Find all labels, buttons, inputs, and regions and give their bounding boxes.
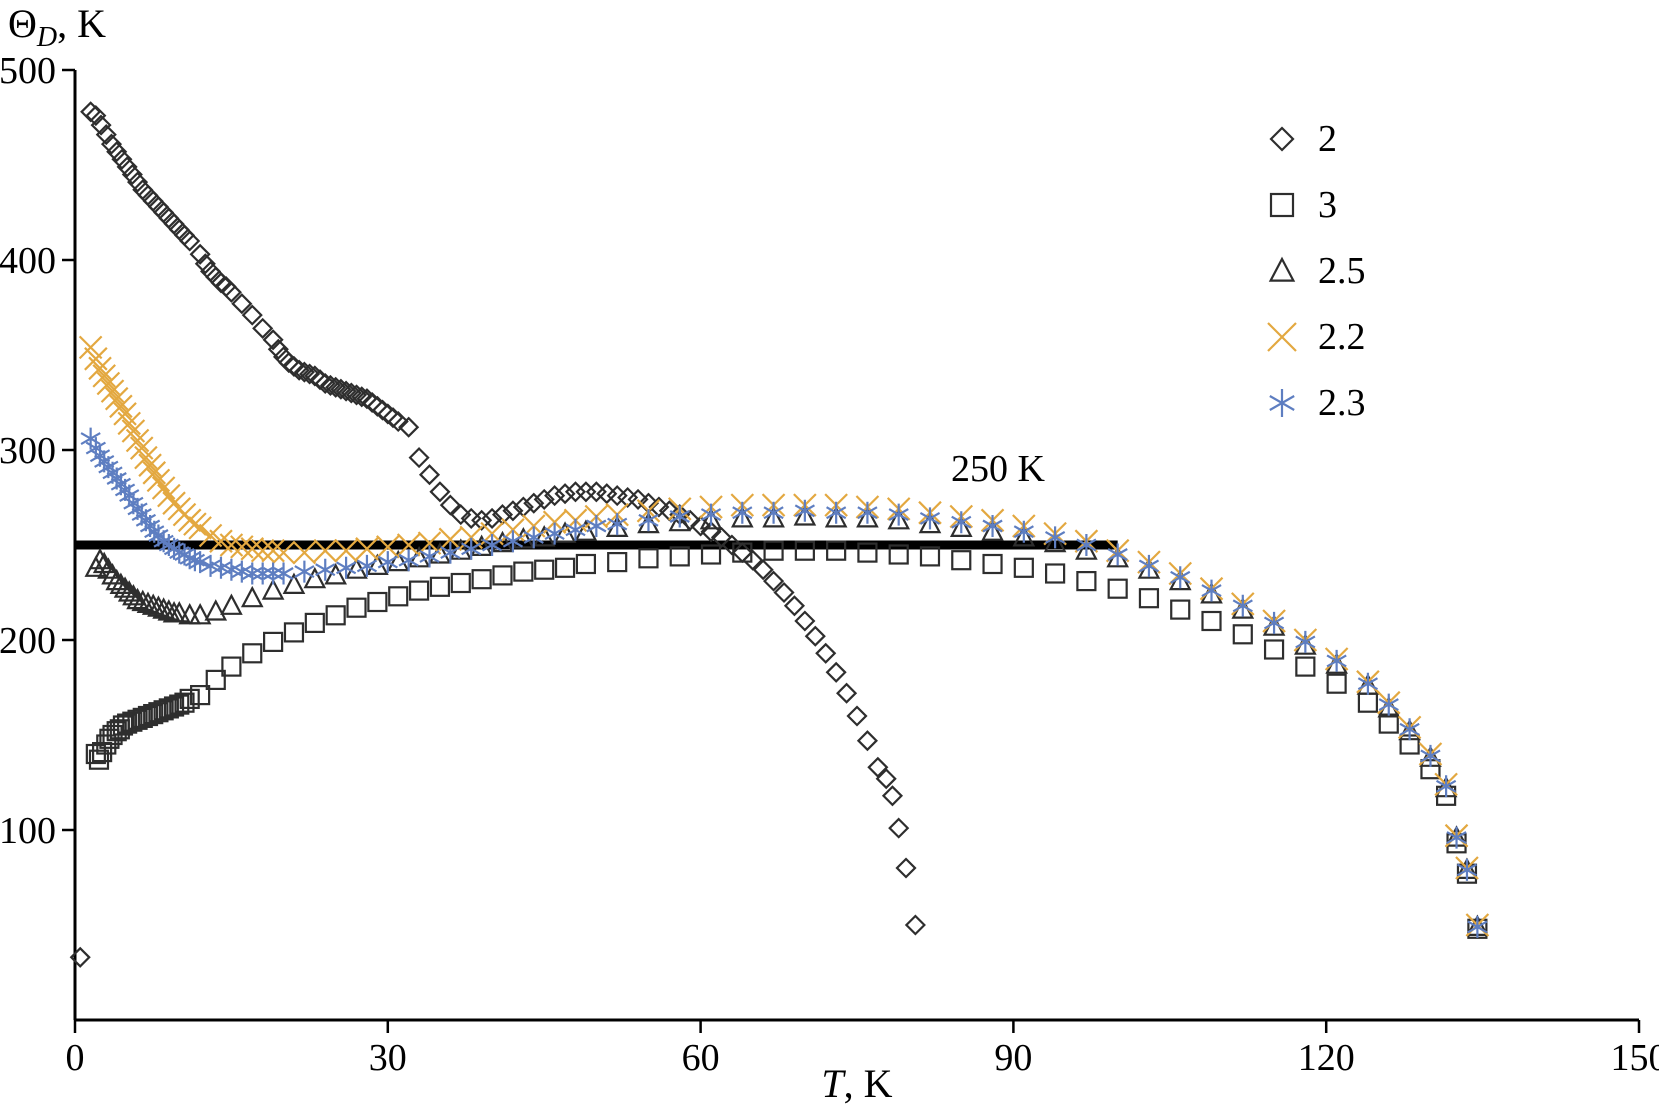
legend: 2 3 2.5 2.2 2.3 xyxy=(1262,106,1366,436)
y-axis-unit: , K xyxy=(57,1,107,46)
asterisk-marker-icon xyxy=(1269,389,1295,417)
square-marker-icon xyxy=(1269,192,1295,218)
series-2.5 xyxy=(84,504,1489,936)
legend-label: 3 xyxy=(1318,184,1337,226)
x-axis-symbol: T xyxy=(821,1061,844,1106)
legend-item-2_3: 2.3 xyxy=(1262,370,1366,436)
legend-label: 2.3 xyxy=(1318,382,1366,424)
legend-label: 2.5 xyxy=(1318,250,1366,292)
x-tick-label: 0 xyxy=(66,1037,85,1079)
y-tick-label: 100 xyxy=(0,810,56,852)
series-3 xyxy=(85,540,1488,939)
y-axis-title: ΘD, K xyxy=(8,2,106,54)
legend-label: 2 xyxy=(1318,118,1337,160)
legend-item-2: 2 xyxy=(1262,106,1366,172)
x-axis-unit: , K xyxy=(843,1061,893,1106)
legend-item-2_2: 2.2 xyxy=(1262,304,1366,370)
x-tick-label: 30 xyxy=(369,1037,407,1079)
legend-item-2_5: 2.5 xyxy=(1262,238,1366,304)
annotation-250k: 250 K xyxy=(951,448,1045,490)
y-axis-symbol: Θ xyxy=(8,1,37,46)
y-tick-label: 300 xyxy=(0,430,56,472)
y-tick-label: 200 xyxy=(0,620,56,662)
x-tick-label: 150 xyxy=(1611,1037,1659,1079)
y-axis-subscript: D xyxy=(36,22,58,53)
series-2.3 xyxy=(80,427,1488,938)
legend-item-3: 3 xyxy=(1262,172,1366,238)
triangle-marker-icon xyxy=(1268,256,1296,282)
legend-label: 2.2 xyxy=(1318,316,1366,358)
series-2 xyxy=(69,101,926,968)
diamond-marker-icon xyxy=(1269,126,1295,152)
y-tick-label: 500 xyxy=(0,50,56,92)
series-2.2 xyxy=(78,335,1490,937)
x-marker-icon xyxy=(1267,322,1297,352)
x-tick-label: 120 xyxy=(1298,1037,1355,1079)
y-tick-label: 400 xyxy=(0,240,56,282)
x-axis-title: T, K xyxy=(75,1060,1639,1107)
x-tick-label: 90 xyxy=(994,1037,1032,1079)
x-tick-label: 60 xyxy=(682,1037,720,1079)
